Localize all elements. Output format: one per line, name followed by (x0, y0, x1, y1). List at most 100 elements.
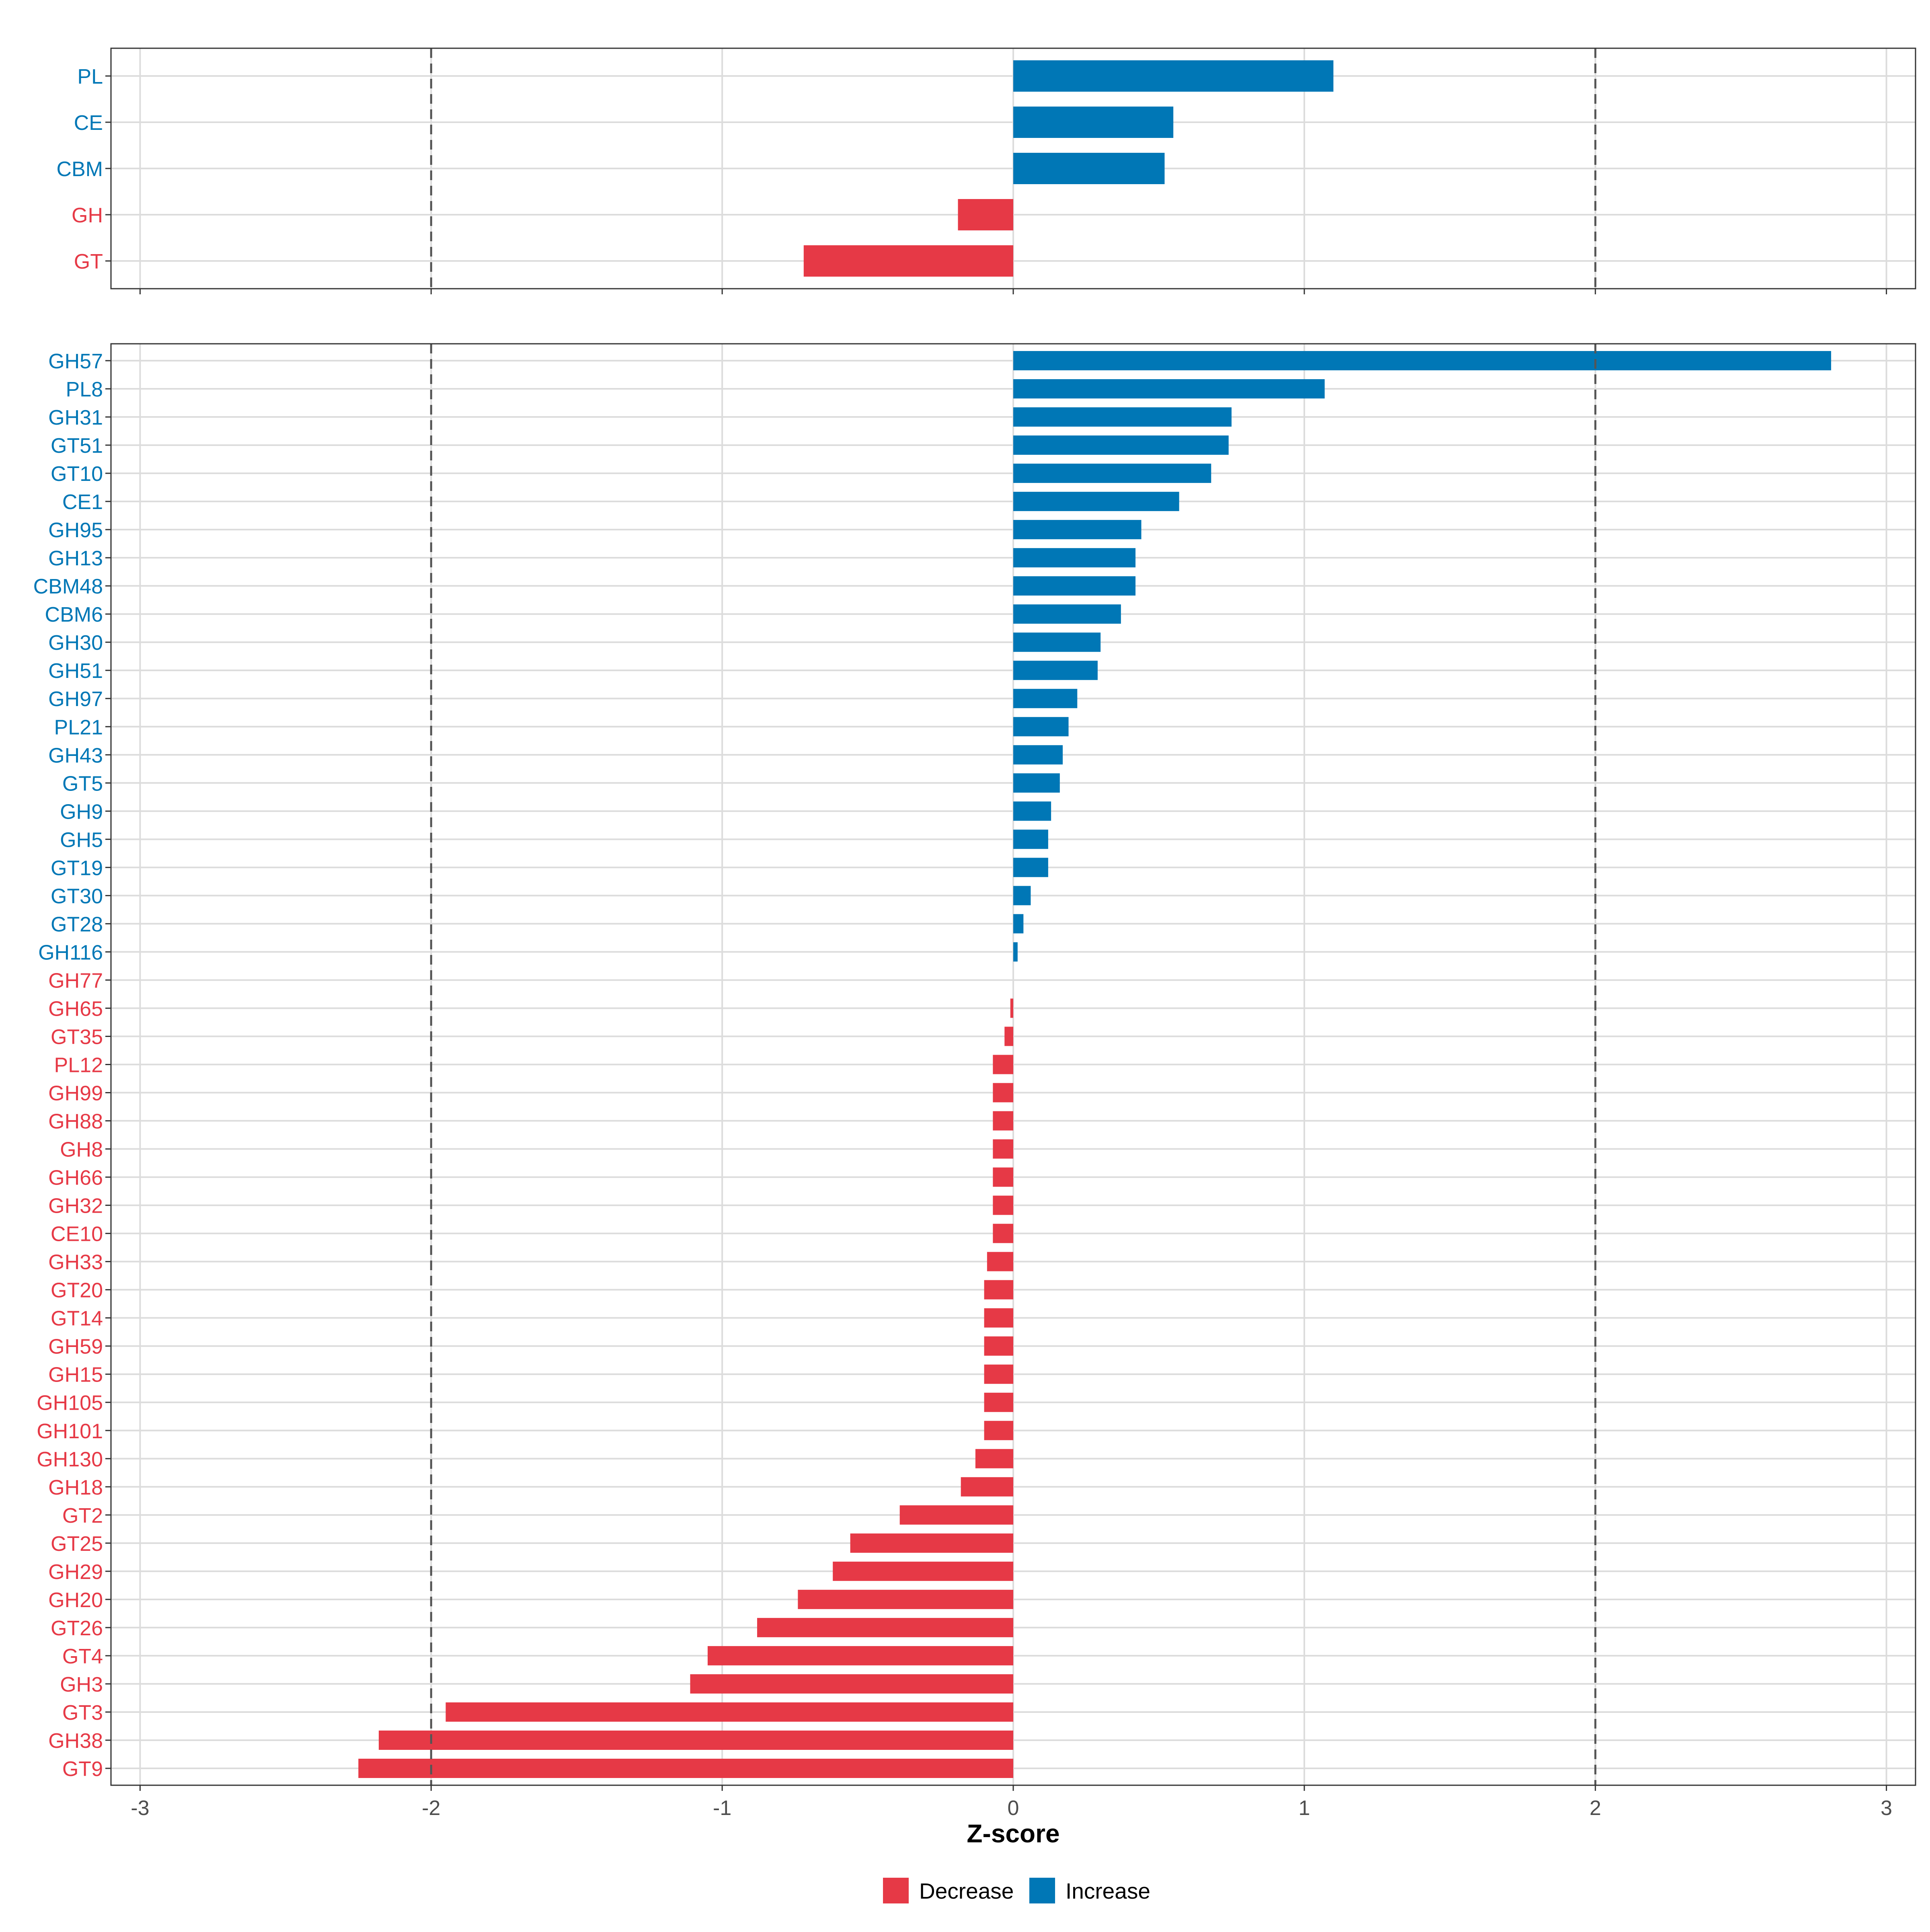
bar-family-GH43 (1013, 745, 1063, 765)
bar-family-GH33 (987, 1252, 1013, 1271)
category-label-family-GH105: GH105 (37, 1392, 103, 1415)
x-tick-label-1: 1 (1298, 1796, 1310, 1820)
category-label-family-PL12: PL12 (54, 1054, 103, 1077)
legend: Decrease Increase (883, 1878, 1150, 1903)
bar-family-GT10 (1013, 464, 1211, 483)
bar-family-GH57 (1013, 351, 1831, 371)
bar-family-GT2 (899, 1505, 1013, 1525)
category-label-family-CBM6: CBM6 (45, 603, 103, 626)
bar-family-GH51 (1013, 661, 1098, 680)
category-label-class-CE: CE (74, 111, 103, 135)
bar-family-GH5 (1013, 829, 1048, 849)
labels-layer: PLCECBMGHGTGH57PL8GH31GT51GT10CE1GH95GH1… (33, 65, 1892, 1820)
bar-family-CE1 (1013, 492, 1179, 511)
x-tick-label-0: 0 (1008, 1796, 1019, 1820)
bar-family-GH59 (984, 1336, 1013, 1356)
x-axis-title: Z-score (967, 1819, 1059, 1848)
category-label-family-GT25: GT25 (51, 1532, 103, 1556)
bar-family-GT20 (984, 1280, 1013, 1300)
category-label-family-GH8: GH8 (60, 1138, 103, 1162)
category-label-family-GT3: GT3 (62, 1701, 103, 1725)
bar-family-GT26 (757, 1618, 1013, 1637)
category-label-family-GT9: GT9 (62, 1757, 103, 1781)
category-label-family-PL21: PL21 (54, 716, 103, 739)
category-label-family-GH77: GH77 (48, 969, 103, 992)
category-label-family-GH97: GH97 (48, 688, 103, 711)
bar-family-GT9 (358, 1758, 1014, 1778)
category-label-family-GH9: GH9 (60, 800, 103, 823)
bar-family-GH13 (1013, 548, 1136, 568)
bar-family-GH20 (798, 1589, 1013, 1609)
category-label-family-GH31: GH31 (48, 406, 103, 429)
legend-label-increase: Increase (1066, 1879, 1150, 1903)
category-label-family-GH38: GH38 (48, 1729, 103, 1753)
category-label-family-GH5: GH5 (60, 828, 103, 852)
category-label-class-CBM: CBM (56, 158, 103, 181)
bar-family-GH99 (993, 1083, 1013, 1103)
x-tick-label-2: 2 (1589, 1796, 1601, 1820)
category-label-family-GT14: GT14 (51, 1307, 103, 1330)
category-label-family-GT4: GT4 (62, 1645, 103, 1668)
bar-family-GT28 (1013, 914, 1024, 934)
bar-family-GH97 (1013, 689, 1078, 708)
category-label-family-GT51: GT51 (51, 434, 103, 458)
bar-family-PL8 (1013, 379, 1325, 399)
category-label-family-GH88: GH88 (48, 1110, 103, 1133)
category-label-family-PL8: PL8 (66, 378, 103, 401)
category-label-family-GH95: GH95 (48, 519, 103, 542)
reference-lines-layer (430, 48, 1597, 1785)
category-label-family-GH51: GH51 (48, 659, 103, 683)
bar-family-GT5 (1013, 773, 1060, 793)
category-label-family-GH130: GH130 (37, 1448, 103, 1471)
category-label-class-GT: GT (74, 250, 103, 273)
bar-family-GH32 (993, 1195, 1013, 1215)
bar-family-GH105 (984, 1392, 1013, 1412)
bar-family-PL12 (993, 1055, 1013, 1074)
category-label-family-GH116: GH116 (38, 941, 103, 964)
category-label-family-GT20: GT20 (51, 1279, 103, 1302)
category-label-family-GH18: GH18 (48, 1476, 103, 1499)
bar-class-CBM (1013, 153, 1165, 184)
category-label-family-GT5: GT5 (62, 772, 103, 795)
x-tick-label-3: 3 (1881, 1796, 1892, 1820)
bar-family-GT51 (1013, 435, 1229, 455)
category-label-family-GH99: GH99 (48, 1082, 103, 1105)
category-label-family-GT26: GT26 (51, 1617, 103, 1640)
bar-class-GT (803, 245, 1013, 277)
bar-family-GH18 (961, 1477, 1013, 1497)
category-label-family-GH59: GH59 (48, 1335, 103, 1359)
bar-family-GH29 (833, 1561, 1013, 1581)
category-label-family-GH20: GH20 (48, 1589, 103, 1612)
category-label-family-GH32: GH32 (48, 1195, 103, 1218)
bar-family-GH95 (1013, 520, 1142, 540)
bar-family-GT25 (850, 1533, 1013, 1553)
bar-family-GT4 (707, 1646, 1013, 1665)
category-label-family-GH66: GH66 (48, 1166, 103, 1190)
x-tick-label--3: -3 (131, 1796, 149, 1820)
category-label-family-GH65: GH65 (48, 997, 103, 1020)
category-label-family-CE10: CE10 (51, 1223, 103, 1246)
bar-family-GT3 (446, 1702, 1013, 1722)
bar-family-GH30 (1013, 632, 1101, 652)
bars-layer (358, 60, 1831, 1778)
x-tick-label--2: -2 (422, 1796, 440, 1820)
category-label-class-PL: PL (77, 65, 103, 88)
bar-family-PL21 (1013, 717, 1069, 737)
category-label-family-CE1: CE1 (62, 491, 103, 514)
bar-class-PL (1013, 60, 1334, 92)
bar-family-GT35 (1004, 1027, 1013, 1046)
category-label-family-GH15: GH15 (48, 1363, 103, 1387)
category-label-family-GH3: GH3 (60, 1673, 103, 1696)
bar-family-CBM6 (1013, 604, 1121, 624)
category-label-family-GH13: GH13 (48, 547, 103, 570)
bar-family-GH31 (1013, 407, 1232, 427)
bar-family-GH65 (1010, 998, 1013, 1018)
category-label-family-GH29: GH29 (48, 1560, 103, 1584)
category-label-family-GH30: GH30 (48, 631, 103, 655)
category-label-family-GT2: GT2 (62, 1504, 103, 1528)
legend-label-decrease: Decrease (919, 1879, 1014, 1903)
bar-family-GH101 (984, 1421, 1013, 1440)
bar-family-GH38 (378, 1730, 1013, 1750)
